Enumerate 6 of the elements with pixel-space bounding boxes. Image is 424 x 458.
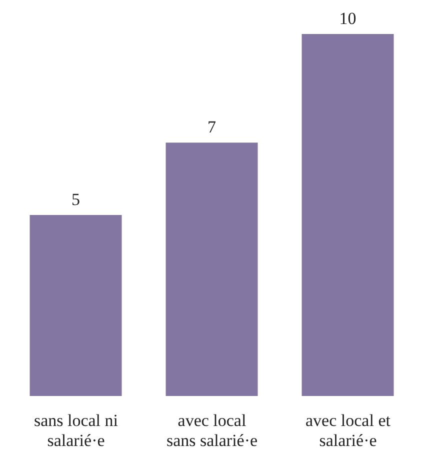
data-label: 7 <box>208 118 217 137</box>
x-tick-label: avec local sans salarié·e <box>166 411 258 450</box>
x-tick-label: sans local ni salarié·e <box>34 411 118 450</box>
data-label: 10 <box>339 9 356 28</box>
x-tick-label: avec local et salarié·e <box>306 411 391 450</box>
data-label: 5 <box>72 190 80 209</box>
